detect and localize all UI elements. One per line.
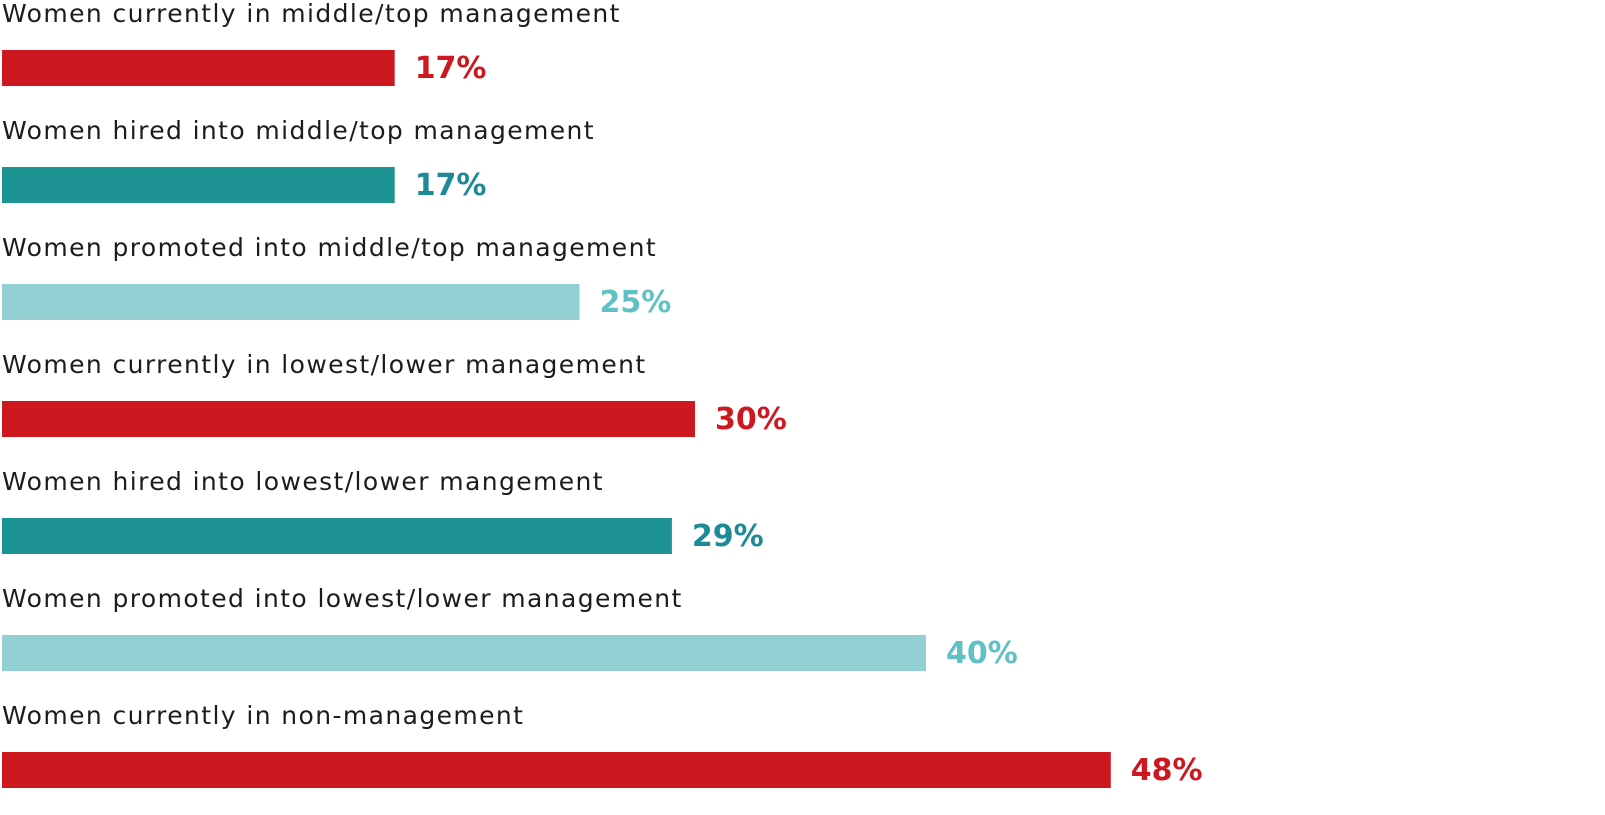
value-label: 29% [692,519,764,554]
bar [2,401,695,437]
category-label: Women promoted into middle/top managemen… [2,233,657,262]
value-label: 17% [415,168,487,203]
bar-row: Women hired into middle/top management 17… [2,116,595,203]
bar-row: Women currently in non-management 48% [2,701,1203,788]
category-label: Women currently in non-management [2,701,524,730]
value-label: 40% [946,636,1018,671]
value-label: 25% [600,285,672,320]
value-label: 48% [1131,753,1203,788]
bar-row: Women promoted into lowest/lower managem… [2,584,1018,671]
category-label: Women promoted into lowest/lower managem… [2,584,683,613]
category-label: Women hired into middle/top management [2,116,595,145]
value-label: 17% [415,51,487,86]
bar-row: Women hired into lowest/lower mangement 2… [2,467,764,554]
bar [2,518,672,554]
bar [2,50,395,86]
value-label: 30% [715,402,787,437]
category-label: Women hired into lowest/lower mangement [2,467,604,496]
bar-row: Women currently in middle/top management… [2,0,621,86]
bar-row: Women currently in lowest/lower manageme… [2,350,787,437]
bar [2,284,580,320]
bar-row: Women promoted into middle/top managemen… [2,233,671,320]
category-label: Women currently in lowest/lower manageme… [2,350,647,379]
bar [2,635,926,671]
category-label: Women currently in middle/top management [2,0,621,28]
bar [2,167,395,203]
bar [2,752,1111,788]
